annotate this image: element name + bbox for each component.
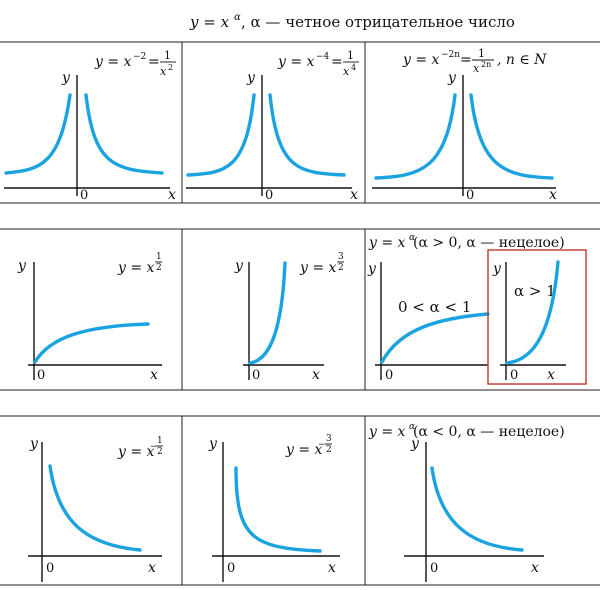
title-lhs: y = x (368, 235, 406, 251)
x-axis-label: x (350, 187, 358, 203)
origin-label: 0 (80, 188, 88, 203)
formula-denominator-base: x (343, 65, 350, 78)
curve-left-branch (4, 93, 72, 175)
formula-lhs: y = x (299, 260, 337, 276)
origin-label: 0 (466, 188, 474, 203)
graph-y-x-minus-4: y = x −4 = 1 x 4 y x 0 (186, 49, 359, 203)
formula-lhs: y = x (402, 52, 440, 68)
header-caption: , α — четное отрицательное число (241, 13, 515, 31)
origin-label-right: 0 (510, 368, 518, 383)
y-axis-label: y (29, 436, 39, 452)
graph-y-x-alpha-positive-noninteger: y = x α (α > 0, α — нецелое) y 0 0 < α <… (367, 233, 587, 385)
x-axis-label: x (549, 187, 557, 203)
curve (430, 466, 524, 552)
graph-y-x-minus-2n: y = x −2n = 1 x 2n , n ∈ N y x 0 (372, 47, 557, 203)
y-axis-label-left: y (367, 261, 377, 277)
header-formula-exponent: α (234, 12, 241, 23)
highlight-box (487, 249, 587, 385)
curve (248, 261, 287, 365)
curve (234, 466, 322, 553)
title-exponent: α (409, 422, 415, 432)
curve (48, 464, 142, 552)
graph-y-x-alpha-negative-noninteger: y = x α (α < 0, α — нецелое) y x 0 (368, 422, 565, 582)
formula-exponent-minus: − (150, 442, 158, 452)
title-condition: (α > 0, α — нецелое) (413, 235, 565, 251)
table-grid (0, 41, 600, 586)
formula-exponent-denominator: 2 (326, 445, 332, 455)
formula-denominator-base: x (160, 65, 167, 78)
graph-y-x-minus-2: y = x −2 = 1 x 2 y x 0 (4, 49, 176, 203)
curve-left-branch (186, 93, 256, 177)
curve-right-branch (268, 93, 346, 177)
formula-lhs: y = x (285, 442, 323, 458)
x-axis-label: x (312, 367, 320, 383)
y-axis-label: y (61, 70, 71, 86)
formula-exponent: −2 (133, 52, 146, 62)
y-axis-label: y (410, 436, 420, 452)
graph-y-x-minus-3-2: y = x − 3 2 y x 0 (208, 434, 340, 582)
x-axis-label: x (148, 560, 156, 576)
origin-label: 0 (265, 188, 273, 203)
formula-equals: = (331, 54, 343, 70)
origin-label: 0 (430, 561, 438, 576)
header-formula-base: y = x (189, 13, 230, 31)
x-axis-label: x (531, 560, 539, 576)
y-axis-label: y (17, 258, 27, 274)
formula-numerator: 1 (478, 47, 485, 60)
x-axis-label-right: x (547, 367, 555, 383)
label-alpha-greater-1: α > 1 (514, 282, 556, 300)
formula-denominator-base: x (473, 62, 480, 75)
formula-exponent: −2n (441, 50, 460, 60)
graph-y-x-minus-1-2: y = x − 1 2 y x 0 (28, 436, 163, 582)
y-axis-label: y (246, 70, 256, 86)
x-axis-label: x (150, 367, 158, 383)
formula-denominator-exponent: 2 (168, 63, 173, 72)
title-exponent: α (409, 233, 415, 243)
formula-lhs: y = x (117, 444, 155, 460)
origin-label: 0 (37, 368, 45, 383)
formula-exponent-denominator: 2 (157, 447, 163, 457)
formula-denominator-exponent: 2n (481, 60, 491, 69)
y-axis-label-right: y (492, 261, 502, 277)
y-axis-label: y (234, 258, 244, 274)
formula-exponent: −4 (316, 52, 330, 62)
y-axis-label: y (208, 436, 218, 452)
curve (33, 322, 150, 364)
formula-exponent-numerator: 3 (326, 434, 332, 444)
formula-exponent-denominator: 2 (338, 263, 344, 273)
formula-numerator: 1 (347, 49, 354, 62)
origin-label: 0 (46, 561, 54, 576)
formula-denominator-exponent: 4 (351, 63, 356, 72)
formula-numerator: 1 (164, 49, 171, 62)
graph-y-x-3-2: y = x 3 2 y x 0 (234, 252, 344, 383)
graph-y-x-1-2: y = x 1 2 y x 0 (17, 252, 162, 383)
formula-tail: , n ∈ N (497, 52, 547, 68)
formula-equals: = (148, 54, 160, 70)
header-formula: y = x α , α — четное отрицательное число (189, 12, 515, 31)
curve-left-branch (374, 93, 457, 180)
curve-alpha-greater-1 (505, 260, 560, 365)
x-axis-label: x (168, 187, 176, 203)
formula-lhs: y = x (277, 54, 315, 70)
formula-exponent-numerator: 1 (156, 252, 162, 262)
label-alpha-between-0-1: 0 < α < 1 (398, 298, 471, 316)
x-axis-label: x (328, 560, 336, 576)
curve-right-branch (84, 93, 164, 175)
origin-label-left: 0 (385, 368, 393, 383)
formula-equals: = (460, 52, 472, 68)
formula-lhs: y = x (117, 260, 155, 276)
formula-exponent-denominator: 2 (156, 263, 162, 273)
origin-label: 0 (252, 368, 260, 383)
y-axis-label: y (447, 70, 457, 86)
formula-lhs: y = x (94, 54, 132, 70)
origin-label: 0 (227, 561, 235, 576)
formula-exponent-numerator: 1 (157, 436, 163, 446)
title-lhs: y = x (368, 424, 406, 440)
curve-right-branch (469, 93, 554, 180)
formula-exponent-minus: − (318, 440, 326, 450)
formula-exponent-numerator: 3 (338, 252, 344, 262)
title-condition: (α < 0, α — нецелое) (413, 424, 565, 440)
curve-alpha-between-0-1 (380, 312, 490, 364)
